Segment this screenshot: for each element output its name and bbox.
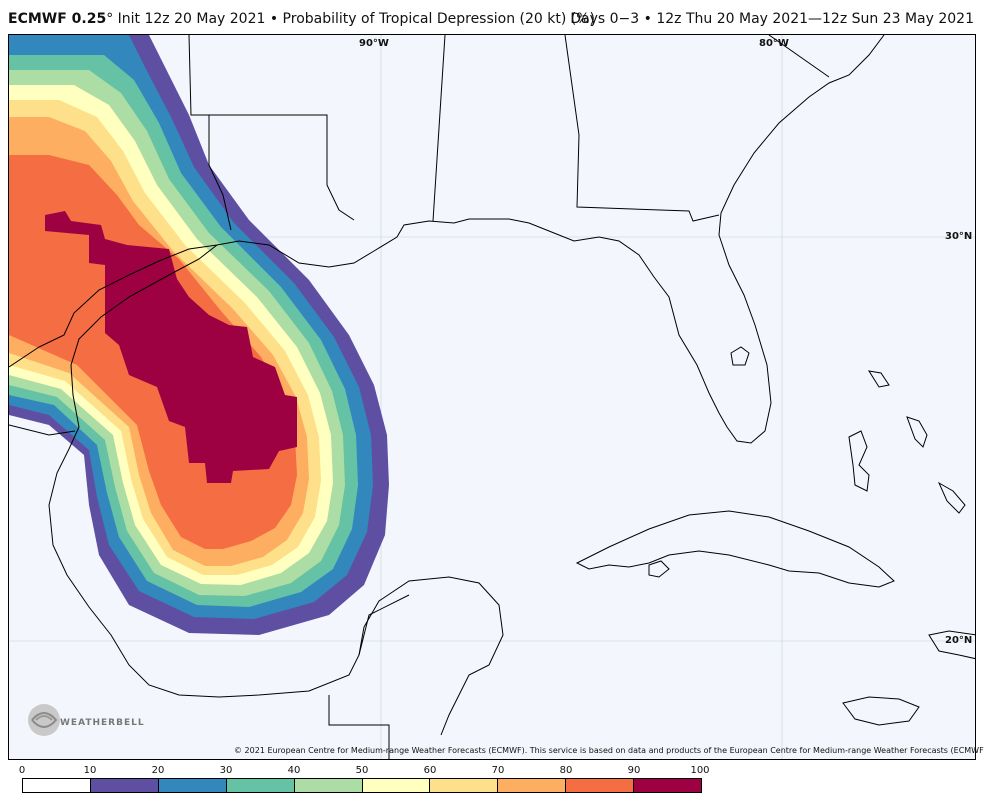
inland-border-4 [564, 35, 720, 222]
inland-border-5 [768, 35, 830, 78]
colorbar-segment [294, 779, 363, 792]
colorbar-bar [22, 778, 702, 793]
map-header: ECMWF 0.25° Init 12z 20 May 2021 • Proba… [0, 0, 984, 34]
copyright-notice: © 2021 European Centre for Medium-range … [234, 746, 984, 755]
degree-symbol: ° [106, 11, 114, 27]
lat-label-30n: 30°N [945, 231, 973, 242]
colorbar-segment [90, 779, 159, 792]
coastlines [9, 35, 975, 759]
prob-90-100 [45, 211, 297, 483]
texas-coast [48, 244, 504, 736]
colorbar-tick: 60 [423, 765, 437, 776]
valid-period: Days 0−3 • 12z Thu 20 May 2021—12z Sun 2… [570, 11, 974, 27]
colorbar-tick: 70 [491, 765, 505, 776]
logo-text: WEATHERBELL [60, 718, 145, 728]
colorbar-segment [23, 779, 91, 792]
weatherbell-swirl-icon [28, 704, 60, 736]
product-title: Init 12z 20 May 2021 • Probability of Tr… [113, 11, 596, 27]
inland-border-1 [188, 35, 232, 231]
colorbar-segment [634, 779, 702, 792]
colorbar-tick: 90 [627, 765, 641, 776]
colorbar-segment [362, 779, 431, 792]
guatemala-border [328, 695, 390, 759]
colorbar-tick: 100 [690, 765, 710, 776]
lon-label-90w: 90°W [359, 38, 389, 49]
model-name: ECMWF 0.25 [8, 11, 107, 27]
colorbar-tick: 30 [219, 765, 233, 776]
colorbar-tick: 50 [355, 765, 369, 776]
hispaniola [928, 630, 975, 660]
inland-border-3 [432, 35, 446, 222]
weatherbell-logo: WEATHERBELL [24, 700, 144, 746]
colorbar-segment [226, 779, 295, 792]
bahamas-4 [867, 370, 890, 388]
colorbar-tick: 0 [18, 765, 26, 776]
isla-juventud [648, 560, 670, 578]
colorbar-tick: 40 [287, 765, 301, 776]
yucatan-interior [358, 594, 410, 656]
inland-border-2 [209, 114, 355, 221]
colorbar-tick: 80 [559, 765, 573, 776]
jamaica [842, 696, 920, 726]
probability-field [9, 35, 389, 635]
colorbar-segment [158, 779, 227, 792]
cuba [575, 510, 895, 588]
us-gulf-coast [9, 35, 885, 444]
map-panel: 30°N 20°N 90°W 80°W [8, 34, 976, 760]
colorbar-tick: 20 [151, 765, 165, 776]
lon-label-80w: 80°W [759, 38, 789, 49]
bahamas-2 [906, 416, 928, 448]
map-svg [9, 35, 975, 759]
bahamas-1 [848, 430, 870, 492]
colorbar-segment [498, 779, 567, 792]
colorbar: 0 10 20 30 40 50 60 70 80 90 100 [18, 765, 710, 795]
bahamas-3 [937, 481, 966, 514]
colorbar-segment [566, 779, 635, 792]
lat-label-20n: 20°N [945, 635, 973, 646]
mexico-border [9, 424, 76, 436]
title: ECMWF 0.25° Init 12z 20 May 2021 • Proba… [8, 11, 595, 27]
colorbar-segment [430, 779, 499, 792]
colorbar-tick: 10 [83, 765, 97, 776]
lake-okeechobee [730, 346, 750, 366]
